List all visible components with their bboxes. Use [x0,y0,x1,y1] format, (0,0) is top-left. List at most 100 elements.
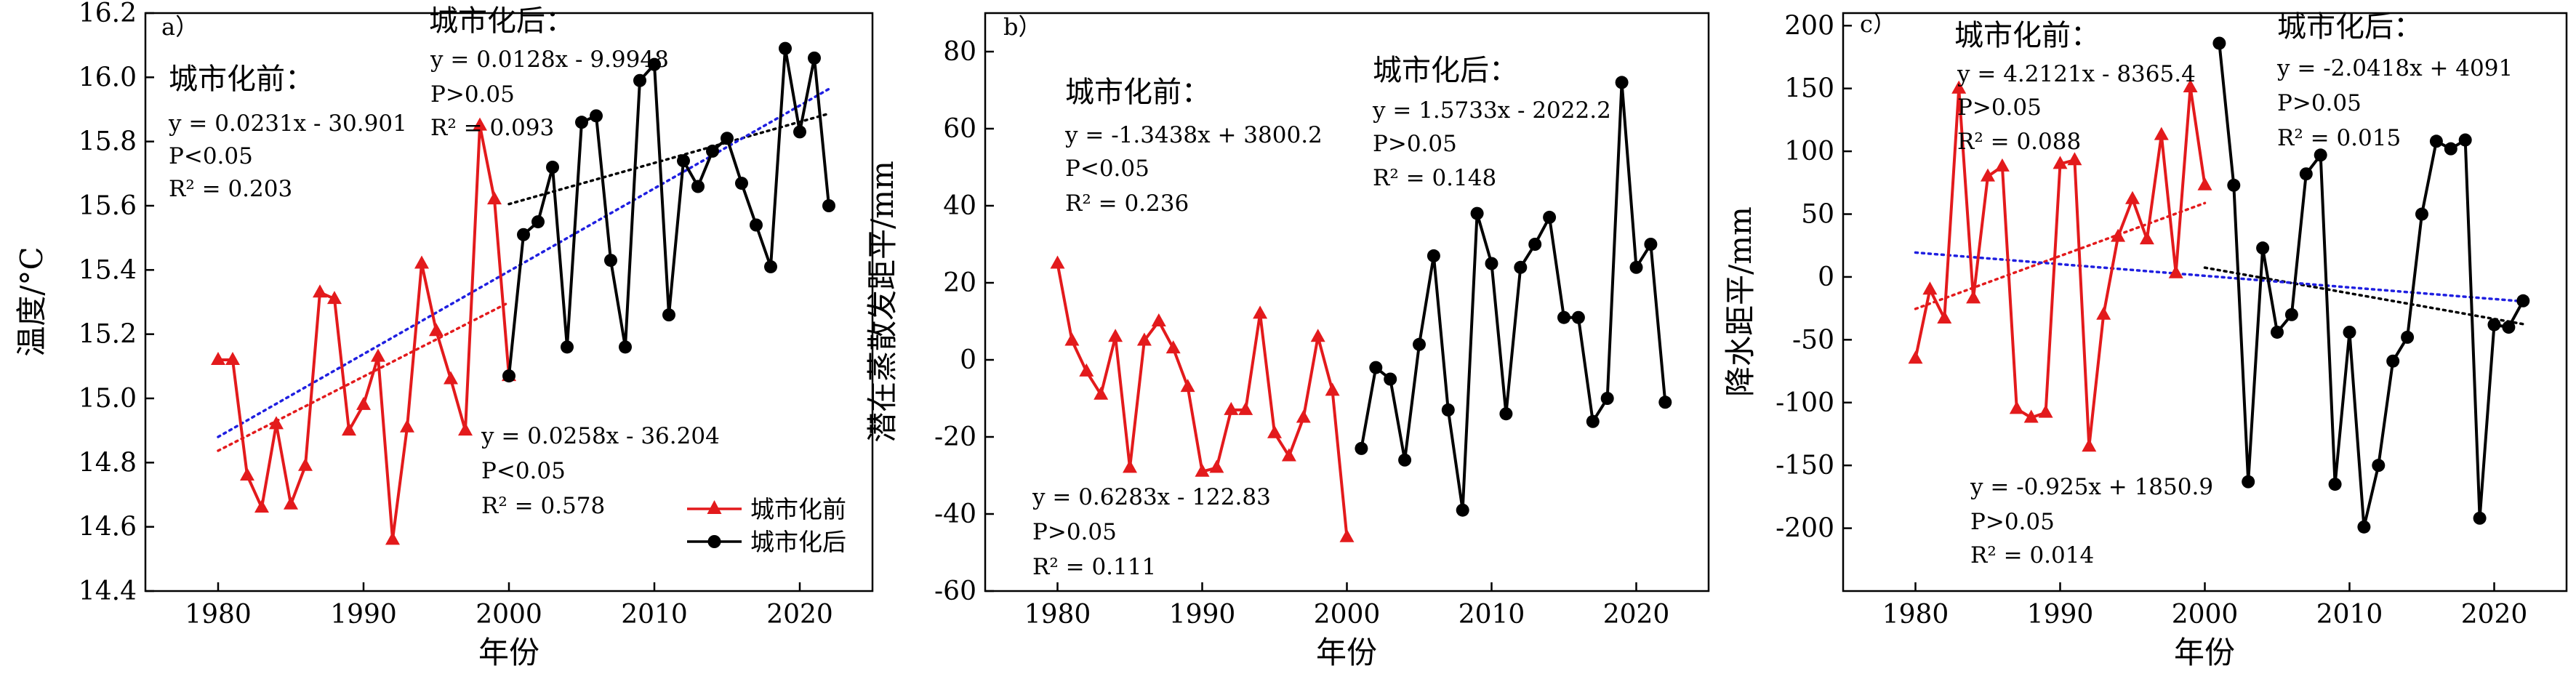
data-point [590,109,603,123]
y-tick-label: 16.2 [79,0,137,28]
data-point [1543,210,1557,224]
y-tick-label: 20 [943,268,976,298]
panel-label: a） [161,13,198,41]
x-tick-label: 1990 [330,600,397,630]
data-point [750,218,763,232]
annotation-p-value: P>0.05 [2277,90,2362,116]
data-point [1079,363,1094,377]
chart-panel-a: 1980 1990 2000 2010 2020 14.4 14.6 14.8 15.0 15.2… [14,0,874,670]
y-tick-label: 200 [1784,11,1834,41]
data-point [2038,404,2053,418]
data-point [575,116,588,129]
trendline [217,301,510,452]
x-tick-label: 2010 [2316,600,2383,630]
annotation-whole-period: y = 0.6283x - 122.83 P>0.05 R² = 0.111 [1032,484,1271,580]
data-point [822,199,835,212]
annotation-whole-period: y = 0.0258x - 36.204 P<0.05 R² = 0.578 [481,423,720,519]
y-tick-label: 15.4 [79,255,137,285]
data-point [458,422,473,436]
data-point [284,496,298,510]
annotation-heading: 城市化后： [1373,54,1518,87]
y-tick-label: 15.2 [79,320,137,350]
data-point [721,132,734,145]
y-tick-label: 16.0 [79,63,137,92]
data-point [2125,190,2140,204]
annotation-p-value: P<0.05 [169,143,253,169]
data-point [429,323,444,337]
data-point [2487,318,2501,332]
x-tick-label: 2000 [1314,600,1381,630]
y-tick-label: 14.6 [79,513,137,542]
y-tick-label: 50 [1801,200,1834,230]
data-point [764,260,777,273]
data-point [2516,294,2530,308]
trendline [1914,251,2525,303]
data-point [1499,407,1513,421]
data-point [1209,459,1224,473]
data-point [2082,438,2097,452]
y-tick-label: -100 [1775,388,1834,418]
data-point [1355,441,1368,455]
y-tick-label: 15.0 [79,384,137,414]
annotation-p-value: P<0.05 [1065,156,1149,182]
annotation-heading: 城市化后： [429,4,574,38]
x-axis-title: 年份 [478,635,539,670]
annotation-heading: 城市化后： [2277,10,2423,44]
data-point [225,352,240,365]
data-point [2372,459,2386,473]
annotation-post-urbanization: 城市化后： y = -2.0418x + 4091 P>0.05 R² = 0.… [2276,10,2513,151]
data-point [2502,321,2516,334]
x-tick-label: 1980 [185,600,252,630]
data-point [793,125,806,139]
data-point [1557,310,1570,324]
x-tick-label: 2010 [1458,600,1525,630]
data-point [1310,329,1325,342]
data-point [517,228,530,241]
y-tick-label: 0 [960,345,976,375]
data-point [1267,425,1282,438]
annotation-p-value: P>0.05 [1970,509,2055,535]
x-tick-label: 1980 [1024,600,1091,630]
x-axis-title: 年份 [2174,635,2235,670]
annotation-whole-period: y = -0.925x + 1850.9 P>0.05 R² = 0.014 [1970,474,2213,568]
data-point [2111,228,2126,242]
data-point [1413,337,1426,351]
data-point [1165,340,1181,354]
legend-item-pre-urbanization: 城市化前 [687,495,846,523]
annotation-equation: y = -1.3438x + 3800.2 [1064,122,1323,148]
data-point [2271,325,2284,339]
data-point [619,340,632,354]
data-point [1658,395,1672,409]
y-tick-label: -40 [934,499,976,529]
data-point [1136,332,1152,346]
data-point [677,154,690,168]
annotation-r2: R² = 0.203 [169,176,292,202]
y-tick-label: 60 [943,114,976,144]
y-tick-label: 80 [943,37,976,67]
data-point [2227,178,2241,192]
annotation-r2: R² = 0.015 [2277,125,2401,151]
data-point [313,284,327,298]
panel-label: c） [1860,10,1896,38]
y-tick-label: -50 [1792,325,1834,355]
data-point [2299,167,2313,181]
data-point [502,369,515,383]
data-point [2197,177,2212,190]
data-point [371,348,385,362]
data-point [2314,148,2327,162]
data-point [1644,238,1658,251]
data-point [356,396,371,410]
data-point [2242,475,2255,489]
data-point [1180,379,1195,393]
data-point [1922,281,1938,295]
y-tick-label: -20 [934,422,976,452]
y-tick-label: 14.8 [79,448,137,478]
data-point [327,291,342,305]
y-tick-label: 15.6 [79,191,137,221]
data-point [2458,133,2472,147]
annotation-r2: R² = 0.088 [1957,129,2081,155]
annotation-p-value: P>0.05 [1957,95,2042,121]
y-tick-label: 0 [1818,262,1834,292]
data-point [414,255,429,269]
data-point [2168,265,2183,278]
